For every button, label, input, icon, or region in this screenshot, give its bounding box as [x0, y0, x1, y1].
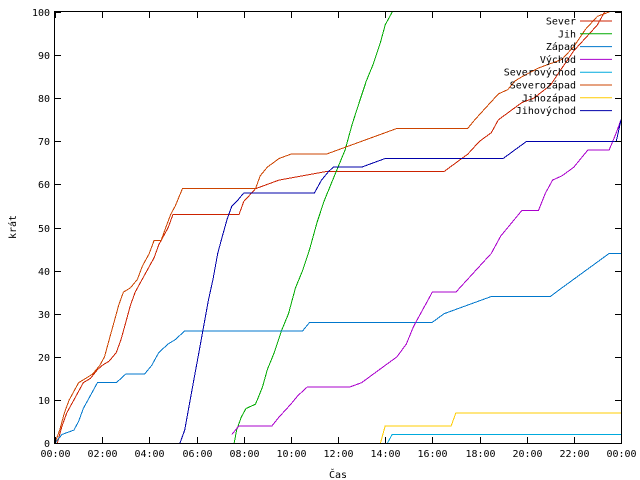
x-tick-label: 02:00 — [87, 449, 117, 460]
x-tick-label: 06:00 — [182, 449, 212, 460]
series-line-4 — [387, 433, 621, 444]
series-line-7 — [179, 119, 622, 444]
x-tick-label: 08:00 — [229, 449, 259, 460]
x-tick-label: 14:00 — [370, 449, 400, 460]
plot-area — [54, 11, 622, 444]
legend: SeverJihZápadVýchodSeverovýchodSeverozáp… — [504, 17, 612, 117]
series-line-0 — [56, 11, 605, 444]
x-axis-label: Čas — [329, 468, 347, 480]
legend-label: Jihozápad — [522, 92, 576, 104]
series-line-5 — [54, 11, 610, 444]
y-tick-label: 40 — [38, 267, 50, 278]
x-tick-label: 22:00 — [559, 449, 589, 460]
x-tick-label: 16:00 — [417, 449, 447, 460]
x-tick-label: 10:00 — [276, 449, 306, 460]
y-tick-label: 80 — [38, 94, 50, 105]
y-tick-label: 0 — [44, 439, 50, 450]
series-line-6 — [380, 412, 621, 444]
legend-label: Sever — [546, 17, 576, 28]
x-axis: 00:00 02:00 04:00 06:00 08:00 10:00 12:00 14:00… — [40, 12, 637, 460]
series-line-2 — [54, 252, 621, 444]
legend-label: Severozápad — [510, 80, 576, 92]
y-tick-label: 30 — [38, 310, 50, 321]
y-tick-label: 90 — [38, 51, 50, 62]
legend-label: Východ — [540, 54, 576, 66]
x-tick-label: 04:00 — [134, 449, 164, 460]
y-tick-label: 70 — [38, 137, 50, 148]
legend-label: Jihovýchod — [516, 105, 576, 117]
y-axis: 0 10 20 30 40 50 60 70 80 90 100 — [32, 8, 621, 450]
x-tick-label: 18:00 — [465, 449, 495, 460]
legend-label: Západ — [546, 41, 576, 53]
y-tick-label: 50 — [38, 224, 50, 235]
y-axis-label: krát — [7, 215, 19, 239]
y-tick-label: 100 — [32, 8, 50, 19]
series-line-3 — [231, 119, 622, 435]
legend-label: Jih — [558, 29, 576, 40]
x-tick-label: 00:00 — [606, 449, 636, 460]
series-line-1 — [233, 11, 393, 444]
y-tick-label: 10 — [38, 396, 50, 407]
y-tick-label: 60 — [38, 180, 50, 191]
y-tick-label: 20 — [38, 353, 50, 364]
x-tick-label: 20:00 — [512, 449, 542, 460]
x-tick-label: 12:00 — [323, 449, 353, 460]
legend-label: Severovýchod — [504, 67, 576, 79]
x-tick-label: 00:00 — [40, 449, 70, 460]
plot-frame — [54, 11, 622, 444]
